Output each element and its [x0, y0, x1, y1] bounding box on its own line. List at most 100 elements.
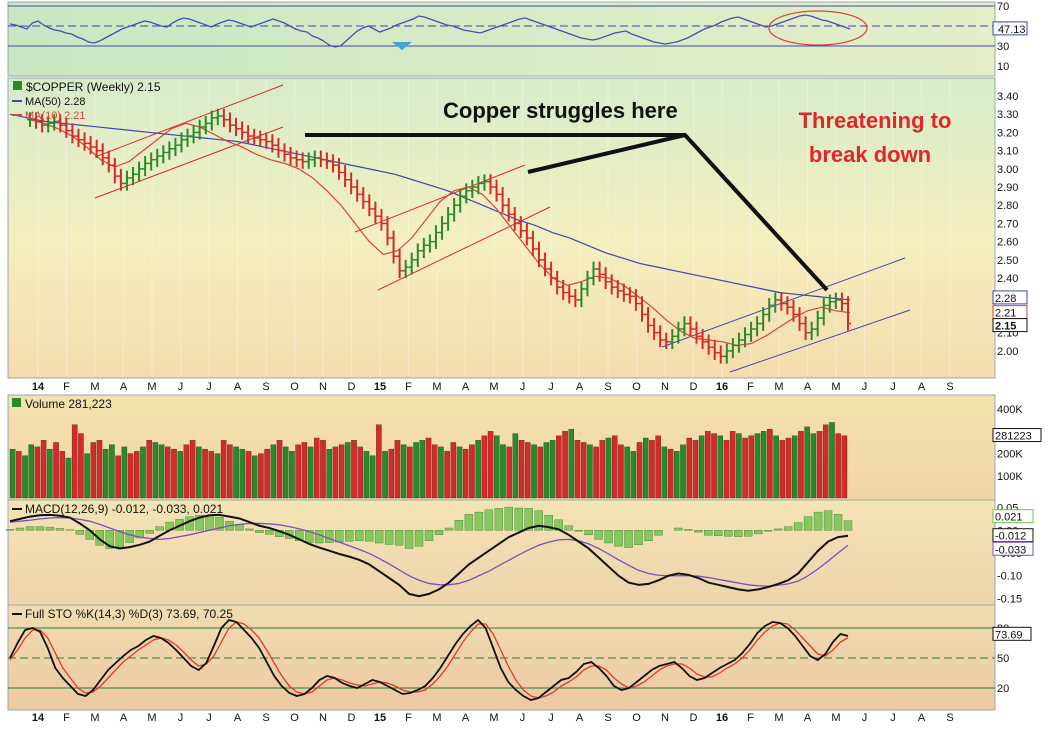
price-bar	[69, 123, 76, 144]
price-x-tick-22: N	[661, 381, 669, 393]
volume-bar	[723, 440, 730, 499]
price-x-tick-24: 16	[716, 381, 728, 393]
macd-histogram-bar	[494, 508, 504, 531]
price-x-tick-29: J	[862, 381, 868, 393]
ma10-line	[29, 119, 851, 347]
volume-bar	[189, 440, 196, 499]
price-bar	[166, 141, 173, 160]
sto-x-tick-6: J	[206, 712, 212, 724]
price-bar	[784, 296, 791, 315]
macd-latest-tag-2: -0.033	[995, 544, 1026, 556]
volume-bar	[543, 442, 550, 499]
volume-bar	[9, 448, 16, 499]
macd-histogram-bar	[25, 526, 35, 531]
price-bar	[845, 296, 851, 331]
volume-bar	[208, 451, 214, 499]
macd-histogram-bar	[734, 530, 743, 537]
volume-bar	[705, 431, 711, 499]
volume-bar	[841, 435, 848, 499]
volume-bar	[587, 444, 593, 499]
price-x-tick-19: A	[576, 381, 584, 393]
sto-x-tick-28: M	[831, 712, 840, 724]
price-x-tick-11: D	[348, 381, 356, 393]
volume-bar	[431, 444, 438, 499]
volume-bar	[593, 446, 599, 499]
volume-bar	[810, 433, 817, 499]
price-bar	[705, 334, 712, 355]
price-bar	[432, 225, 439, 249]
volume-bar	[767, 428, 773, 499]
price-bar	[226, 112, 233, 133]
rsi-highlight-ellipse	[768, 10, 868, 46]
volume-bar	[494, 435, 500, 499]
volume-bar	[754, 433, 761, 499]
price-bar	[63, 117, 70, 138]
sto-x-tick-15: A	[462, 712, 470, 724]
price-bar	[348, 172, 355, 195]
price-x-tick-16: M	[489, 381, 498, 393]
price-bar	[263, 132, 270, 149]
ma10-legend-text: MA(10) 2.21	[25, 110, 86, 122]
price-bar	[220, 108, 227, 127]
price-bar	[378, 208, 385, 231]
price-bar	[681, 316, 688, 337]
price-bar	[554, 270, 561, 295]
sto-x-tick-0: 14	[32, 712, 45, 724]
macd-histogram-bar	[484, 509, 494, 531]
price-bar	[402, 259, 409, 279]
price-bar	[27, 112, 33, 127]
macd-histogram-bar	[514, 507, 523, 531]
volume-bar	[661, 446, 668, 499]
volume-bar	[481, 435, 488, 499]
ma50-legend: MA(50) 2.28	[12, 96, 86, 108]
volume-bar	[109, 444, 115, 499]
volume-bar	[282, 446, 289, 499]
volume-bar	[407, 446, 413, 499]
price-bar	[117, 168, 124, 191]
rsi-line	[9, 14, 851, 48]
volume-bar	[760, 431, 767, 499]
macd-line	[9, 513, 849, 598]
price-bar	[233, 117, 240, 137]
rsi-oversold-fill	[392, 42, 412, 50]
volume-bar	[568, 428, 575, 499]
macd-tick-4: -0.15	[997, 593, 1022, 605]
price-bar	[251, 128, 258, 146]
sto-x-tick-5: J	[178, 712, 184, 724]
volume-bar	[314, 437, 320, 499]
price-bar	[178, 132, 185, 153]
macd-histogram-bar	[115, 530, 124, 548]
macd-histogram-bar	[305, 530, 314, 543]
price-bar	[535, 241, 542, 268]
macd-histogram-bar	[544, 515, 553, 531]
price-bar	[596, 261, 603, 282]
macd-histogram-bar	[444, 527, 454, 531]
price-bar	[214, 108, 221, 126]
sto-x-tick-26: M	[774, 712, 783, 724]
price-bar	[626, 287, 633, 304]
sto-x-tick-20: S	[604, 712, 611, 724]
sto-x-tick-22: N	[661, 712, 669, 724]
macd-signal-line	[9, 516, 849, 587]
macd-latest-tag-1: -0.012	[995, 531, 1026, 543]
volume-bar	[140, 446, 146, 499]
macd-histogram-bar	[744, 530, 753, 537]
price-bar	[299, 152, 306, 169]
sto-x-tick-12: 15	[374, 712, 386, 724]
volume-bar	[90, 442, 97, 499]
sto-d-line	[9, 621, 849, 699]
price-bar	[160, 145, 167, 164]
volume-bar	[245, 451, 252, 499]
price-bar	[505, 197, 512, 222]
sto-x-tick-1: F	[63, 712, 70, 724]
price-bar	[45, 116, 52, 133]
price-bar	[317, 150, 324, 168]
price-bar	[275, 137, 282, 158]
price-bar	[663, 332, 670, 350]
volume-bar	[78, 433, 84, 499]
volume-bar	[28, 444, 34, 499]
price-bar	[136, 161, 143, 182]
sto-x-tick-23: D	[690, 712, 698, 724]
